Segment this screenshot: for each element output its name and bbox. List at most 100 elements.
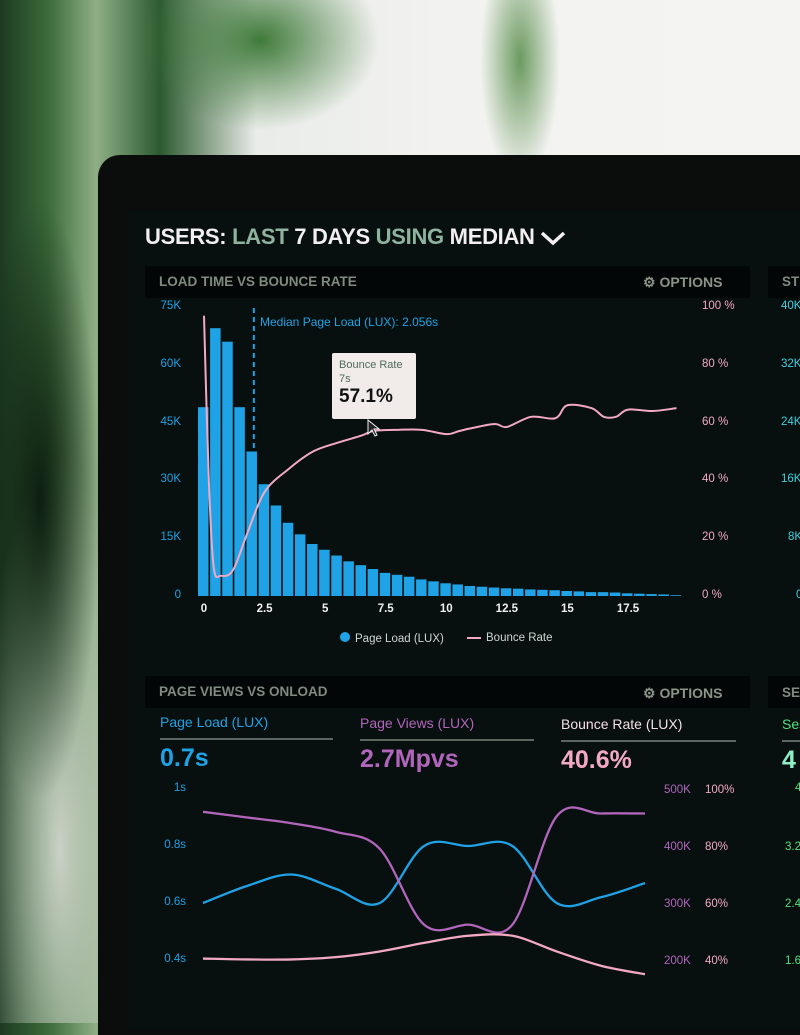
bar-page-load[interactable] [476,586,488,596]
median-label: Median Page Load (LUX): 2.056s [260,315,439,329]
bar-page-load[interactable] [282,522,294,596]
x-tick-label: 10 [439,603,453,615]
divider [782,740,800,742]
bar-page-load[interactable] [294,534,306,596]
bar-page-load[interactable] [488,587,500,596]
bar-page-load[interactable] [585,592,597,596]
options-label: OPTIONS [659,274,723,290]
bar-page-load[interactable] [634,593,645,596]
legend-line-icon [467,636,481,639]
y-left-tick-label: 60K [160,357,181,370]
y-left-tick-label: 1s [173,782,186,794]
metric-page-views-value: 2.7Mpvs [360,745,459,773]
options-label: OPTIONS [659,685,723,701]
metric-bounce-rate-label: Bounce Rate (LUX) [561,716,683,732]
bar-page-load[interactable] [464,585,476,596]
legend-bounce-rate[interactable]: Bounce Rate [467,632,553,644]
metric-bounce-rate-value: 40.6% [561,746,632,774]
bar-page-load[interactable] [597,592,609,596]
side-panel-top-header [768,266,800,298]
bar-page-load[interactable] [573,591,585,596]
y-left-tick-label: 45K [160,415,181,428]
bar-page-load[interactable] [379,572,391,596]
y-left-tick-label: 0.8s [164,839,186,851]
bar-page-load[interactable] [622,593,633,596]
y-right-tick-label: 40 % [702,473,729,486]
dashboard-title-dropdown[interactable]: USERS: LAST 7 DAYS USING MEDIAN [145,224,566,250]
bar-page-load[interactable] [258,484,270,596]
side-y-tick-label: 0 [796,589,800,601]
panel2-options-button[interactable]: ⚙ OPTIONS [643,685,722,702]
bar-page-load[interactable] [270,505,282,596]
bar-page-load[interactable] [549,590,560,596]
panel1-options-button[interactable]: ⚙ OPTIONS [643,274,722,291]
bar-page-load[interactable] [609,592,621,596]
mouse-cursor-icon [367,419,380,437]
bar-page-load[interactable] [525,589,536,596]
y-right-tick-label: 20 % [702,531,729,544]
legend-label: Bounce Rate [486,632,553,644]
bounce-rate-tooltip: Bounce Rate 7s 57.1% [332,353,416,419]
bar-page-load[interactable] [319,549,330,596]
bar-page-load[interactable] [234,407,245,596]
x-tick-label: 15 [561,603,574,615]
bar-page-load[interactable] [416,579,427,596]
line-page-load [202,840,646,908]
bar-page-load[interactable] [428,581,439,596]
side-y-tick-label: 3.2 [785,841,800,853]
side-panel-bottom-title: SE [782,685,800,700]
bar-page-load[interactable] [440,583,451,596]
y-left-tick-label: 15K [160,531,181,544]
y-right-bounce-tick-label: 40% [705,955,729,967]
bar-page-load[interactable] [355,565,366,596]
bar-page-load[interactable] [646,594,657,596]
gear-icon: ⚙ [643,685,656,701]
y-left-tick-label: 30K [160,473,181,486]
side-y-tick-label: 32K [781,357,800,370]
x-tick-label: 2.5 [256,603,273,615]
y-right-bounce-tick-label: 60% [705,898,729,910]
y-left-tick-label: 0 [174,589,181,601]
panel2-title: PAGE VIEWS VS ONLOAD [159,684,328,699]
legend-page-load[interactable]: Page Load (LUX) [340,632,444,645]
bar-page-load[interactable] [343,561,354,596]
bar-page-load[interactable] [537,589,548,596]
y-right-views-tick-label: 400K [664,841,691,853]
bar-page-load[interactable] [210,328,221,596]
tooltip-x: 7s [339,373,351,385]
side-y-tick-label: 8K [788,531,800,544]
bar-page-load[interactable] [222,341,233,596]
title-users: USERS: [145,224,227,249]
bar-page-load[interactable] [403,576,415,596]
side-y-tick-label: 40K [781,300,800,312]
side-y-tick-label: 4 [795,782,800,794]
x-tick-label: 12.5 [495,603,519,615]
y-right-bounce-tick-label: 100% [705,784,735,796]
legend-dot-icon [340,632,350,642]
side-y-tick-label: 24K [781,415,800,428]
panel1-header [145,266,750,298]
bar-page-load[interactable] [658,594,669,596]
bar-page-load[interactable] [670,595,681,596]
bar-page-load[interactable] [391,574,403,596]
y-right-bounce-tick-label: 80% [705,841,729,853]
metric-page-load-value: 0.7s [160,744,209,772]
divider [561,740,736,742]
bar-page-load[interactable] [198,407,209,596]
y-right-tick-label: 80 % [702,357,729,370]
bar-page-load[interactable] [500,588,512,596]
bar-page-load[interactable] [452,584,463,596]
y-right-views-tick-label: 200K [664,955,691,967]
bar-page-load[interactable] [367,569,379,596]
y-right-tick-label: 100 % [702,300,735,312]
chevron-down-icon[interactable] [540,230,566,246]
tooltip-value: 57.1% [339,386,393,407]
bar-page-load[interactable] [512,588,524,596]
divider [360,739,534,741]
bar-page-load[interactable] [331,555,342,596]
y-right-tick-label: 0 % [702,589,722,601]
title-median: MEDIAN [449,224,535,249]
bar-page-load[interactable] [561,590,572,596]
line-bounce-rate [202,933,646,976]
bar-page-load[interactable] [307,543,318,596]
